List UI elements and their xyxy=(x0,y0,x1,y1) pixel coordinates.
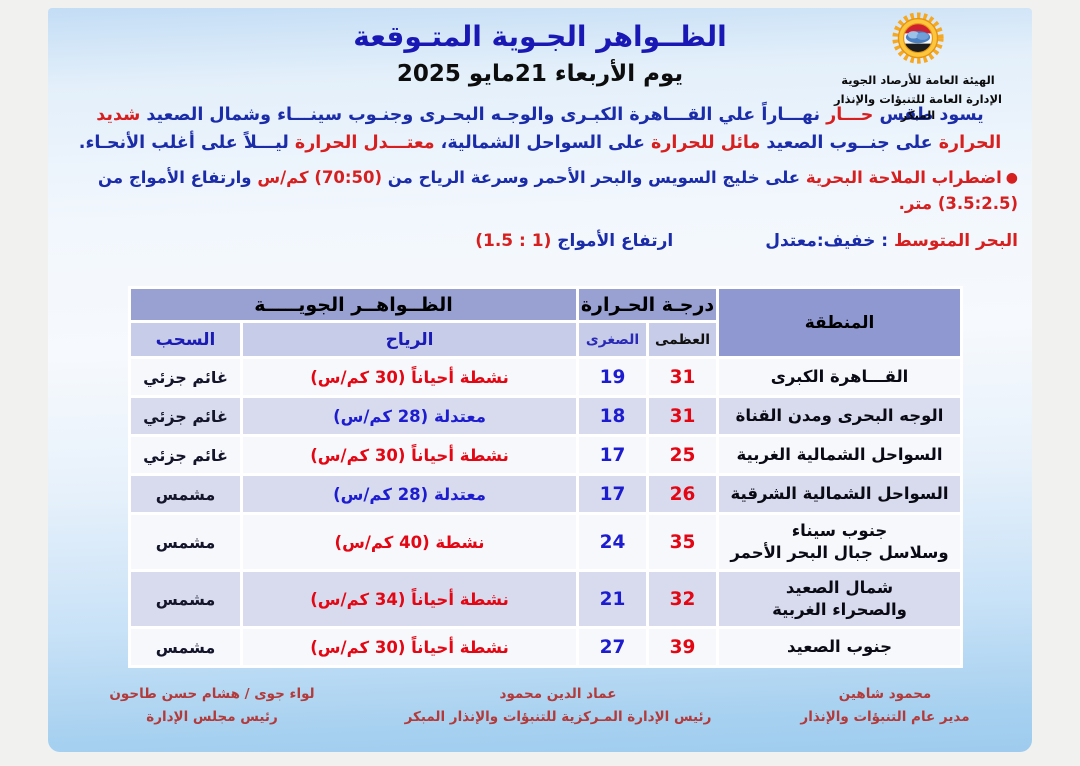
table-row: جنوب سيناء وسلاسل جبال البحر الأحمر 35 24… xyxy=(127,512,964,572)
mediterranean-waves-label: ارتفاع الأمواج xyxy=(551,230,674,251)
max-temp-cell: 25 xyxy=(646,434,720,476)
clouds-cell: مشمس xyxy=(127,626,244,668)
wind-cell: نشطة أحياناً (34 كم/س) xyxy=(240,569,580,629)
min-temp-cell: 21 xyxy=(576,569,650,629)
forecast-text: ليـــلاً على أغلب الأنحـاء. xyxy=(78,133,289,153)
signatory-title: رئيس الإدارة المـركزية للتنبؤات والإنذار… xyxy=(404,708,712,725)
bulletin-title: الظــواهر الجـوية المتـوقعة xyxy=(353,20,727,53)
forecast-highlight-warm: مائل للحرارة xyxy=(644,133,761,153)
forecast-text: على جنــوب الصعيد xyxy=(760,133,933,153)
marine-warning-label: اضطراب الملاحة البحرية xyxy=(800,168,1002,187)
wind-cell: نشطة أحياناً (30 كم/س) xyxy=(240,626,580,668)
marine-text: على خليج السويس والبحر الأحمر وسرعة الري… xyxy=(382,168,801,187)
bulletin-page: الهيئة العامة للأرصاد الجوية الإدارة الع… xyxy=(48,8,1032,752)
forecast-highlight-very-hot: شديد الحرارة xyxy=(96,105,1002,153)
signature-left: لواء جوى / هشام حسن طاحون رئيس مجلس الإد… xyxy=(72,683,352,728)
min-temp-cell: 18 xyxy=(576,395,650,437)
col-header-clouds: السحب xyxy=(127,320,244,359)
max-temp-cell: 32 xyxy=(646,569,720,629)
clouds-cell: غائم جزئي xyxy=(127,395,244,437)
forecast-text: يسود طقس xyxy=(873,105,984,125)
table-row: جنوب الصعيد 39 27 نشطة أحياناً (30 كم/س)… xyxy=(127,626,964,668)
bullet-icon: ● xyxy=(1005,170,1018,187)
clouds-cell: غائم جزئي xyxy=(127,434,244,476)
bulletin-date: يوم الأربعاء 21مايو 2025 xyxy=(396,61,684,87)
mediterranean-line: البحر المتوسط : خفيف:معتدل ارتفاع الأمواج… xyxy=(48,228,1032,255)
forecast-paragraph: يسود طقس حـــار نهـــاراً علي القـــاهرة… xyxy=(48,101,1032,157)
table-row: السواحل الشمالية الغربية 25 17 نشطة أحيا… xyxy=(127,434,964,476)
region-cell: جنوب سيناء وسلاسل جبال البحر الأحمر xyxy=(716,512,964,572)
wind-cell: نشطة أحياناً (30 كم/س) xyxy=(240,356,580,398)
signatory-title: رئيس مجلس الإدارة xyxy=(146,708,278,725)
col-header-max: العظمى xyxy=(646,320,720,359)
signatory-name: محمود شاهين xyxy=(838,686,932,703)
max-temp-cell: 31 xyxy=(646,395,720,437)
clouds-cell: مشمس xyxy=(127,569,244,629)
marine-wind-speed: (70:50) كم/س xyxy=(251,168,383,187)
marine-warning-paragraph: ●اضطراب الملاحة البحرية على خليج السويس … xyxy=(48,165,1032,218)
signature-right: محمود شاهين مدير عام التنبؤات والإنذار xyxy=(760,683,1010,728)
wind-cell: نشطة أحياناً (30 كم/س) xyxy=(240,434,580,476)
col-header-min: الصغرى xyxy=(576,320,650,359)
signatory-name: لواء جوى / هشام حسن طاحون xyxy=(109,686,315,703)
min-temp-cell: 17 xyxy=(576,473,650,515)
mediterranean-label: البحر المتوسط xyxy=(893,230,1018,251)
min-temp-cell: 24 xyxy=(576,512,650,572)
signature-center: عماد الدين محمود رئيس الإدارة المـركزية … xyxy=(378,683,738,728)
min-temp-cell: 17 xyxy=(576,434,650,476)
region-cell: الوجه البحرى ومدن القناة xyxy=(716,395,964,437)
wind-cell: نشطة (40 كم/س) xyxy=(240,512,580,572)
signatory-title: مدير عام التنبؤات والإنذار xyxy=(800,708,970,725)
authority-logo: الهيئة العامة للأرصاد الجوية الإدارة الع… xyxy=(816,12,1020,124)
max-temp-cell: 39 xyxy=(646,626,720,668)
table-row: السواحل الشمالية الشرقية 26 17 معتدلة (2… xyxy=(127,473,964,515)
table-row: الوجه البحرى ومدن القناة 31 18 معتدلة (2… xyxy=(127,395,964,437)
logo-caption-line1: الهيئة العامة للأرصاد الجوية xyxy=(841,73,995,87)
clouds-cell: غائم جزئي xyxy=(127,356,244,398)
col-header-phenomena: الظــواهــر الجويـــــة xyxy=(127,286,580,323)
max-temp-cell: 35 xyxy=(646,512,720,572)
mediterranean-waves-value: (1 : 1.5) xyxy=(475,230,552,251)
clouds-cell: مشمس xyxy=(127,512,244,572)
max-temp-cell: 26 xyxy=(646,473,720,515)
table-row: شمال الصعيد والصحراء الغربية 32 21 نشطة أ… xyxy=(127,569,964,629)
forecast-text: على السواحل الشمالية، xyxy=(434,133,645,153)
marine-text: وارتفاع الأمواج من xyxy=(98,168,252,187)
clouds-cell: مشمس xyxy=(127,473,244,515)
wind-cell: معتدلة (28 كم/س) xyxy=(240,473,580,515)
region-cell: جنوب الصعيد xyxy=(716,626,964,668)
col-header-winds: الرياح xyxy=(240,320,580,359)
region-cell: السواحل الشمالية الغربية xyxy=(716,434,964,476)
forecast-text: نهـــاراً علي القـــاهرة الكبـرى والوجـه… xyxy=(140,105,821,125)
col-header-temperature: درجـة الحـرارة xyxy=(576,286,720,323)
marine-wave-height: (3.5:2.5) متر. xyxy=(898,194,1018,214)
table-row: القـــاهرة الكبرى 31 19 نشطة أحياناً (30… xyxy=(127,356,964,398)
min-temp-cell: 19 xyxy=(576,356,650,398)
wind-cell: معتدلة (28 كم/س) xyxy=(240,395,580,437)
mediterranean-state: : خفيف:معتدل xyxy=(765,230,894,251)
max-temp-cell: 31 xyxy=(646,356,720,398)
min-temp-cell: 27 xyxy=(576,626,650,668)
forecast-highlight-hot: حـــار xyxy=(820,105,874,125)
logo-caption-line2: الإدارة العامة للتنبؤات والإنذار المبكر xyxy=(834,91,1002,123)
forecast-highlight-moderate: معتـــدل الحرارة xyxy=(288,133,435,153)
weather-table: المنطقة درجـة الحـرارة الظــواهــر الجوي… xyxy=(127,286,964,668)
signatory-name: عماد الدين محمود xyxy=(499,686,617,703)
region-cell: السواحل الشمالية الشرقية xyxy=(716,473,964,515)
col-header-region: المنطقة xyxy=(716,286,964,359)
sun-emblem-icon xyxy=(892,12,944,64)
region-cell: القـــاهرة الكبرى xyxy=(716,356,964,398)
region-cell: شمال الصعيد والصحراء الغربية xyxy=(716,569,964,629)
